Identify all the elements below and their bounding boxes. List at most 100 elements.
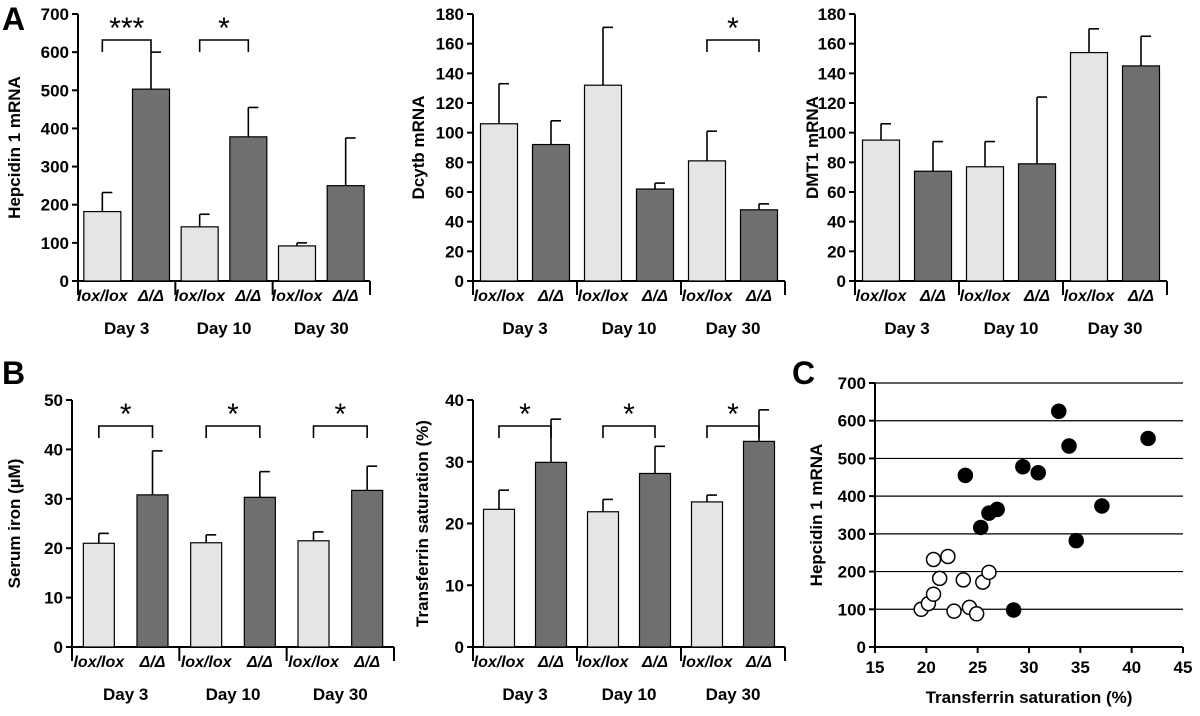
scatter-point-open: [968, 606, 985, 622]
x-tick-label: 20: [917, 658, 936, 677]
y-tick-label: 0: [857, 638, 866, 657]
panel-letter-c: C: [792, 355, 815, 391]
y-tick-label: 160: [436, 35, 464, 54]
group-label: Day 3: [103, 685, 148, 704]
significance-marker: ***: [109, 12, 144, 45]
bar: [1017, 163, 1057, 282]
y-axis-label: DMT1 mRNA: [803, 96, 822, 199]
scatter-point-open: [925, 586, 942, 602]
bar: [1121, 65, 1161, 282]
y-tick-label: 40: [827, 213, 846, 232]
bar: [635, 188, 675, 282]
category-label: lox/lox: [474, 654, 526, 671]
x-tick-label: 25: [968, 658, 987, 677]
scatter-point-filled: [1094, 498, 1110, 514]
y-tick-label: 600: [41, 43, 69, 62]
y-tick-label: 80: [827, 153, 846, 172]
y-tick-label: 600: [838, 412, 866, 431]
y-tick-label: 100: [436, 124, 464, 143]
category-label: lox/lox: [578, 288, 630, 305]
category-label: Δ/Δ: [919, 288, 946, 305]
x-tick-label: 35: [1071, 658, 1090, 677]
significance-marker: *: [120, 398, 132, 431]
y-tick-label: 20: [445, 515, 464, 534]
y-tick-label: 20: [827, 242, 846, 261]
significance-marker: *: [218, 12, 230, 45]
y-tick-label: 120: [818, 94, 846, 113]
y-tick-label: 20: [445, 242, 464, 261]
scatter-point-filled: [1015, 458, 1031, 475]
bar: [861, 139, 901, 282]
y-tick-label: 0: [837, 272, 846, 291]
bar: [583, 84, 623, 282]
y-tick-label: 40: [445, 391, 464, 410]
scatter-point-filled: [989, 501, 1005, 518]
bar: [586, 511, 620, 648]
y-tick-label: 20: [44, 539, 63, 558]
y-tick-label: 0: [455, 272, 464, 291]
y-tick-label: 0: [54, 638, 63, 657]
chart-scatter: 0 100 200 300 400 500 600 700 15 20 25 30 35 40 45 Hepc…: [807, 374, 1192, 707]
group-label: Day 10: [206, 685, 261, 704]
category-label: Δ/Δ: [745, 288, 772, 305]
y-tick-label: 140: [436, 64, 464, 83]
category-label: lox/lox: [682, 654, 734, 671]
group-label: Day 30: [1088, 319, 1143, 338]
y-tick-label: 300: [838, 525, 866, 544]
scatter-point-filled: [1061, 438, 1077, 454]
category-label: lox/lox: [960, 288, 1012, 305]
x-axis-label: Transferrin saturation (%): [926, 688, 1133, 707]
chart-transferrin_sat: 0 10 20 30 40 Transferrin saturation (%) lox/l…: [413, 391, 786, 704]
bar: [82, 542, 115, 648]
category-label: lox/lox: [682, 288, 734, 305]
group-label: Day 30: [706, 319, 761, 338]
y-tick-label: 30: [44, 490, 63, 509]
y-tick-label: 500: [41, 81, 69, 100]
group-label: Day 30: [294, 319, 349, 338]
category-label: lox/lox: [288, 654, 340, 671]
chart-hepcidin: 0 100 200 300 400 500 600 700 Hepcidin 1 mRNA lox…: [5, 5, 371, 338]
significance-bracket: [706, 39, 760, 52]
group-label: Day 30: [706, 685, 761, 704]
significance-bracket: [498, 425, 552, 438]
scatter-point-open: [946, 603, 962, 619]
y-tick-label: 100: [838, 600, 866, 619]
group-label: Day 3: [502, 685, 547, 704]
y-tick-label: 400: [41, 119, 69, 138]
panel-letter-a: A: [2, 1, 25, 37]
group-label: Day 30: [313, 685, 368, 704]
category-label: Δ/Δ: [234, 288, 261, 305]
category-label: lox/lox: [474, 288, 526, 305]
category-label: lox/lox: [73, 654, 125, 671]
bar: [534, 461, 568, 648]
category-label: Δ/Δ: [1023, 288, 1050, 305]
y-tick-label: 120: [436, 94, 464, 113]
y-axis-label: Transferrin saturation (%): [413, 420, 432, 627]
y-tick-label: 10: [44, 589, 63, 608]
y-tick-label: 500: [838, 449, 866, 468]
bar: [479, 123, 519, 282]
y-axis-label: Hepcidin 1 mRNA: [5, 76, 24, 219]
chart-dcytb: 0 20 40 60 80 100 120 140 160 180 Dcytb mRNA lox/lo…: [409, 5, 786, 338]
y-tick-label: 180: [436, 5, 464, 24]
x-tick-label: 40: [1122, 658, 1141, 677]
significance-bracket: [706, 425, 760, 438]
group-label: Day 10: [602, 319, 657, 338]
bar: [638, 472, 672, 648]
bar: [83, 210, 122, 282]
group-label: Day 10: [602, 685, 657, 704]
scatter-point-open: [955, 572, 972, 588]
scatter-point-filled: [1140, 430, 1156, 447]
group-label: Day 10: [984, 319, 1039, 338]
category-label: Δ/Δ: [537, 288, 564, 305]
category-label: Δ/Δ: [246, 654, 273, 671]
y-tick-label: 300: [41, 158, 69, 177]
category-label: Δ/Δ: [745, 654, 772, 671]
group-label: Day 3: [502, 319, 547, 338]
scatter-point-filled: [957, 467, 974, 484]
category-label: lox/lox: [77, 288, 129, 305]
scatter-point-filled: [1051, 403, 1067, 420]
scatter-point-filled: [1068, 532, 1084, 549]
y-tick-label: 80: [445, 153, 464, 172]
significance-bracket: [101, 39, 152, 52]
